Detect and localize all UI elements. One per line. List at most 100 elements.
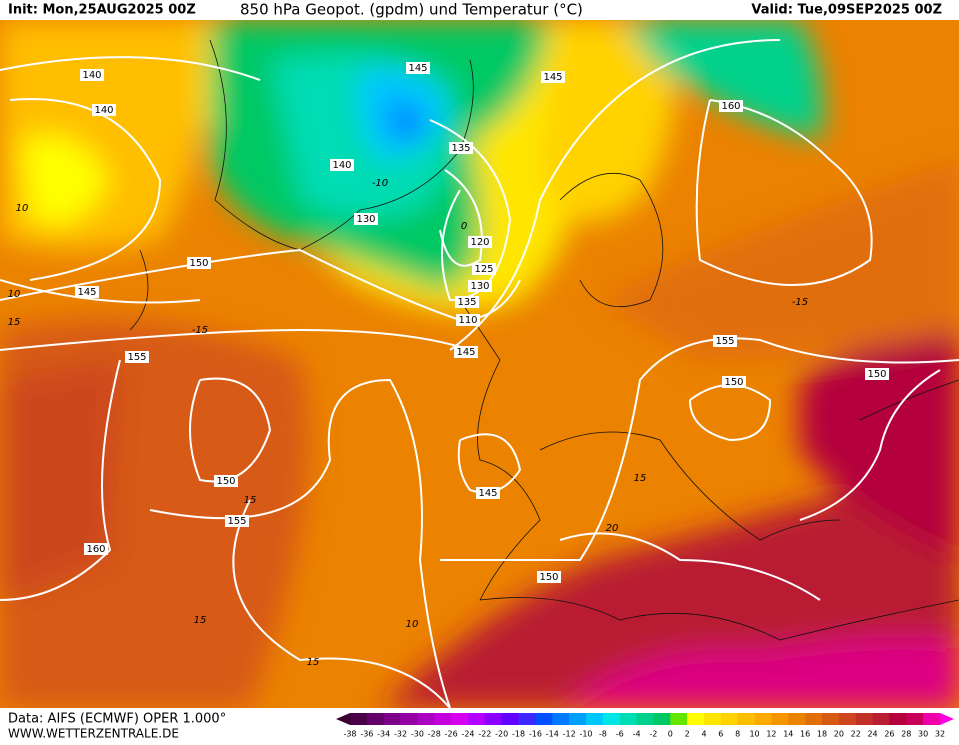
contour-label: 160	[86, 544, 105, 555]
isotherm-label: -15	[192, 325, 208, 336]
contour-label: 155	[715, 336, 734, 347]
isotherm-label: 10	[16, 203, 29, 214]
valid-label: Valid: Tue,09SEP2025 00Z	[751, 3, 942, 18]
contour-label-box	[330, 159, 354, 171]
colorbar-over	[940, 713, 954, 725]
colorbar-swatch	[855, 713, 873, 725]
isotherm-label: 10	[406, 619, 419, 630]
contour-label-box	[92, 104, 116, 116]
isotherms	[0, 279, 821, 708]
colorbar-swatch	[872, 713, 890, 725]
colorbar-label: 28	[901, 730, 911, 739]
colorbar-swatch	[653, 713, 671, 725]
contour-label-box	[84, 543, 108, 555]
colorbar-label: -20	[495, 730, 508, 739]
colorbar-swatch	[484, 713, 503, 725]
contour-labels: 140 140 145 145 135 140 130 120 125 130 135 110 145 1…	[75, 62, 889, 583]
colorbar-label: -16	[529, 730, 542, 739]
colorbar-swatch	[400, 713, 418, 725]
contour-label: 150	[867, 369, 886, 380]
colorbar-label: 32	[935, 730, 945, 739]
colorbar-label: 18	[817, 730, 827, 739]
colorbar-swatch	[468, 713, 486, 725]
colorbar-swatch	[366, 713, 385, 725]
colorbar-label: -30	[411, 730, 424, 739]
contour-label-box	[537, 571, 561, 583]
contour-label-box	[455, 296, 479, 308]
contour-label: 145	[77, 287, 96, 298]
contour-label: 150	[189, 258, 208, 269]
colorbar-label: -34	[377, 730, 390, 739]
geopotential-contours	[0, 39, 959, 708]
website: WWW.WETTERZENTRALE.DE	[8, 727, 179, 741]
colorbar-label: 22	[851, 730, 861, 739]
colorbar-swatch	[535, 713, 553, 725]
colorbar-swatch	[704, 713, 722, 725]
contour-label: 120	[470, 237, 489, 248]
colorbar-label: -2	[649, 730, 657, 739]
colorbar-label: -22	[478, 730, 491, 739]
colorbar-swatch	[923, 713, 941, 725]
colorbar-swatch	[383, 713, 401, 725]
chart-title: 850 hPa Geopot. (gpdm) und Temperatur (°…	[240, 1, 583, 19]
colorbar-swatch	[552, 713, 570, 725]
colorbar-swatch	[602, 713, 621, 725]
contour-label: 145	[478, 488, 497, 499]
colorbar-swatch	[889, 713, 907, 725]
colorbar-swatch	[805, 713, 823, 725]
colorbar-swatch	[687, 713, 705, 725]
contour-label-box	[865, 368, 889, 380]
colorbar-swatch	[350, 713, 368, 725]
colorbar-label: -38	[343, 730, 356, 739]
colorbar-label: 30	[918, 730, 928, 739]
contour-label: 145	[456, 347, 475, 358]
contour-label: 110	[458, 315, 477, 326]
contour-label: 155	[227, 516, 246, 527]
contour-label-box	[75, 286, 99, 298]
colorbar-label: 6	[718, 730, 723, 739]
map	[0, 20, 959, 708]
colorbar-under	[336, 713, 350, 725]
contour-label-box	[125, 351, 149, 363]
contour-label: 150	[539, 572, 558, 583]
colorbar-swatch	[822, 713, 840, 725]
colorbar-label: 0	[668, 730, 673, 739]
colorbar-swatch	[569, 713, 587, 725]
isotherm-label: 15	[307, 657, 320, 668]
isotherm-label: 15	[634, 473, 647, 484]
colorbar-label: -28	[428, 730, 441, 739]
contour-label-box	[713, 335, 737, 347]
contour-label-box	[354, 213, 378, 225]
contour-label-box	[472, 263, 496, 275]
contour-label-box	[187, 257, 211, 269]
colorbar-label: -6	[616, 730, 624, 739]
isotherm-label: 15	[194, 615, 207, 626]
colorbar-swatch	[636, 713, 654, 725]
colorbar-swatch	[417, 713, 435, 725]
contour-label-box	[406, 62, 430, 74]
colorbar-swatch	[906, 713, 924, 725]
colorbar-label: 24	[867, 730, 877, 739]
contour-label: 160	[721, 101, 740, 112]
contour-label-box	[449, 142, 473, 154]
contour-label: 140	[332, 160, 351, 171]
colorbar-label: 14	[783, 730, 793, 739]
colorbar-swatch	[838, 713, 857, 725]
colorbar-swatch	[619, 713, 637, 725]
colorbar-label: 16	[800, 730, 810, 739]
colorbar-label: -10	[579, 730, 592, 739]
contour-label: 125	[474, 264, 493, 275]
contour-label: 145	[408, 63, 427, 74]
contour-label: 150	[216, 476, 235, 487]
contour-label-box	[456, 314, 480, 326]
colorbar-label: -12	[563, 730, 576, 739]
contour-label: 140	[94, 105, 113, 116]
colorbar-label: -14	[546, 730, 559, 739]
colorbar-swatch	[451, 713, 469, 725]
contour-label-box	[476, 487, 500, 499]
colorbar-label: 2	[685, 730, 690, 739]
colorbar-label: -24	[461, 730, 474, 739]
colorbar-label: 4	[701, 730, 706, 739]
